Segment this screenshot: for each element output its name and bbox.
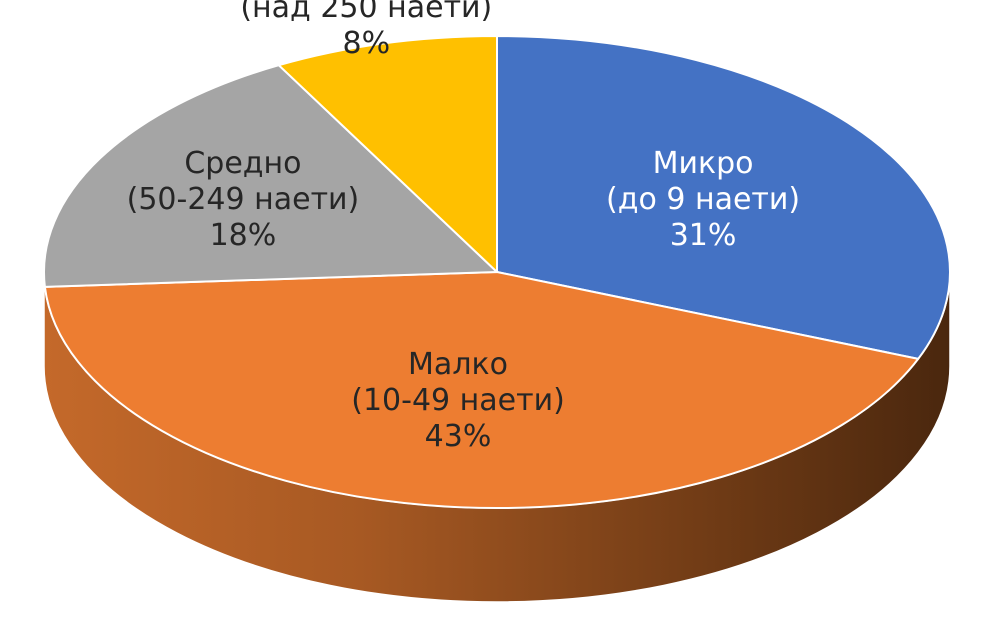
slice-value-label-2: 18% bbox=[210, 218, 277, 253]
pie-slice-2 bbox=[43, 64, 498, 288]
pie-labels: Микро (до 9 наети) 31% Малко (10-49 наети) 43… bbox=[127, 0, 800, 454]
slice-name-0: Микро bbox=[653, 146, 754, 181]
slice-value-label-3: 8% bbox=[343, 26, 391, 61]
pie-slice-1 bbox=[43, 271, 920, 510]
slice-label-1: Малко (10-49 наети) 43% bbox=[351, 347, 565, 454]
pie-slice-3 bbox=[277, 35, 498, 273]
slice-name-2: Средно bbox=[184, 146, 301, 181]
slice-sublabel-3: (над 250 наети) bbox=[240, 0, 492, 25]
slice-value-label-1: 43% bbox=[425, 419, 492, 454]
slice-label-3: Голямо(над 250 наети)8% bbox=[240, 0, 492, 61]
pie-slice-0 bbox=[496, 35, 951, 360]
slice-label-2: Средно (50-249 наети) 18% bbox=[127, 146, 360, 253]
slice-value-label-0: 31% bbox=[670, 218, 737, 253]
pie-top-face bbox=[43, 35, 951, 510]
slice-sublabel-2: (50-249 наети) bbox=[127, 182, 360, 217]
slice-sublabel-1: (10-49 наети) bbox=[351, 383, 565, 418]
slice-name-1: Малко bbox=[408, 347, 508, 382]
slice-label-0: Микро (до 9 наети) 31% bbox=[606, 146, 800, 253]
slice-sublabel-0: (до 9 наети) bbox=[606, 182, 800, 217]
